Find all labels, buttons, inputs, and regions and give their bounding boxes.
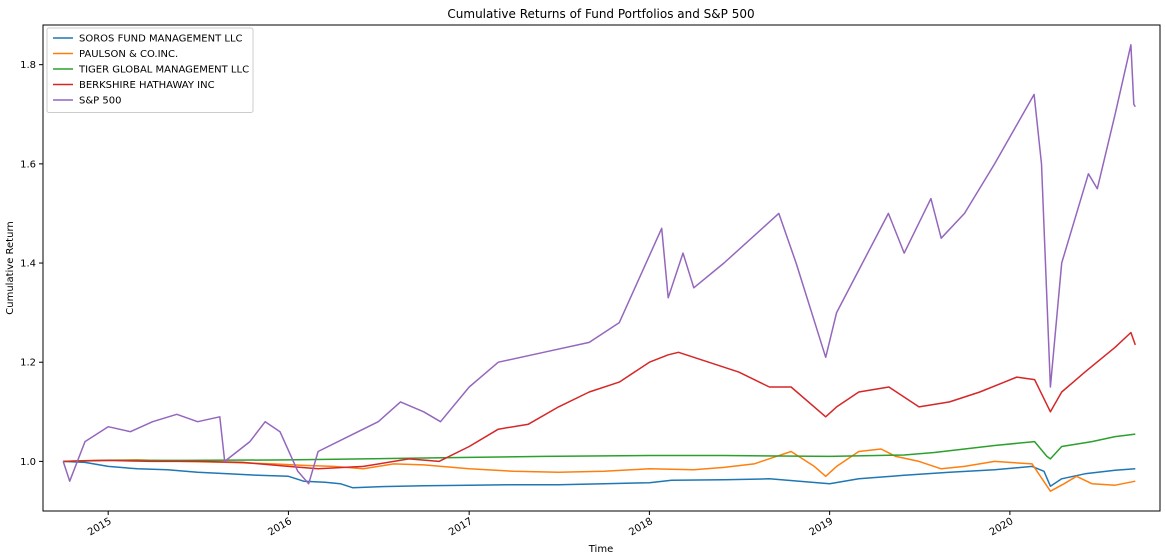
- x-tick-label: 2018: [627, 516, 655, 538]
- x-tick-label: 2019: [808, 516, 836, 538]
- x-tick-label: 2015: [86, 516, 114, 538]
- y-axis-ticks: 1.0 1.2 1.4 1.6 1.8: [20, 60, 43, 468]
- x-tick-label: 2017: [447, 516, 475, 538]
- y-tick-label: 1.4: [20, 259, 36, 270]
- legend-label: S&P 500: [79, 96, 121, 107]
- y-tick-label: 1.6: [20, 159, 36, 170]
- series-lines: [62, 44, 1137, 492]
- legend-label: SOROS FUND MANAGEMENT LLC: [79, 34, 243, 45]
- y-tick-label: 1.8: [20, 60, 36, 71]
- y-axis-title: Cumulative Return: [5, 221, 16, 314]
- legend-label: TIGER GLOBAL MANAGEMENT LLC: [78, 65, 249, 76]
- legend-box: [46, 27, 254, 113]
- series-line-4: [62, 44, 1136, 485]
- x-tick-label: 2016: [266, 516, 294, 538]
- x-tick-label: 2020: [988, 516, 1016, 538]
- legend-label: BERKSHIRE HATHAWAY INC: [79, 80, 215, 91]
- x-axis-ticks: 2015 2016 2017 2018 2019 2020: [86, 511, 1015, 538]
- legend: SOROS FUND MANAGEMENT LLC PAULSON & CO.IN…: [46, 27, 254, 113]
- series-line-3: [63, 331, 1137, 470]
- plot-frame: [42, 24, 1161, 512]
- chart-title: Cumulative Returns of Fund Portfolios an…: [447, 7, 754, 21]
- series-line-1: [63, 448, 1136, 492]
- x-axis-title: Time: [588, 544, 613, 555]
- series-line-2: [63, 433, 1136, 463]
- legend-label: PAULSON & CO.INC.: [79, 49, 178, 60]
- y-tick-label: 1.2: [20, 358, 36, 369]
- y-tick-label: 1.0: [20, 457, 36, 468]
